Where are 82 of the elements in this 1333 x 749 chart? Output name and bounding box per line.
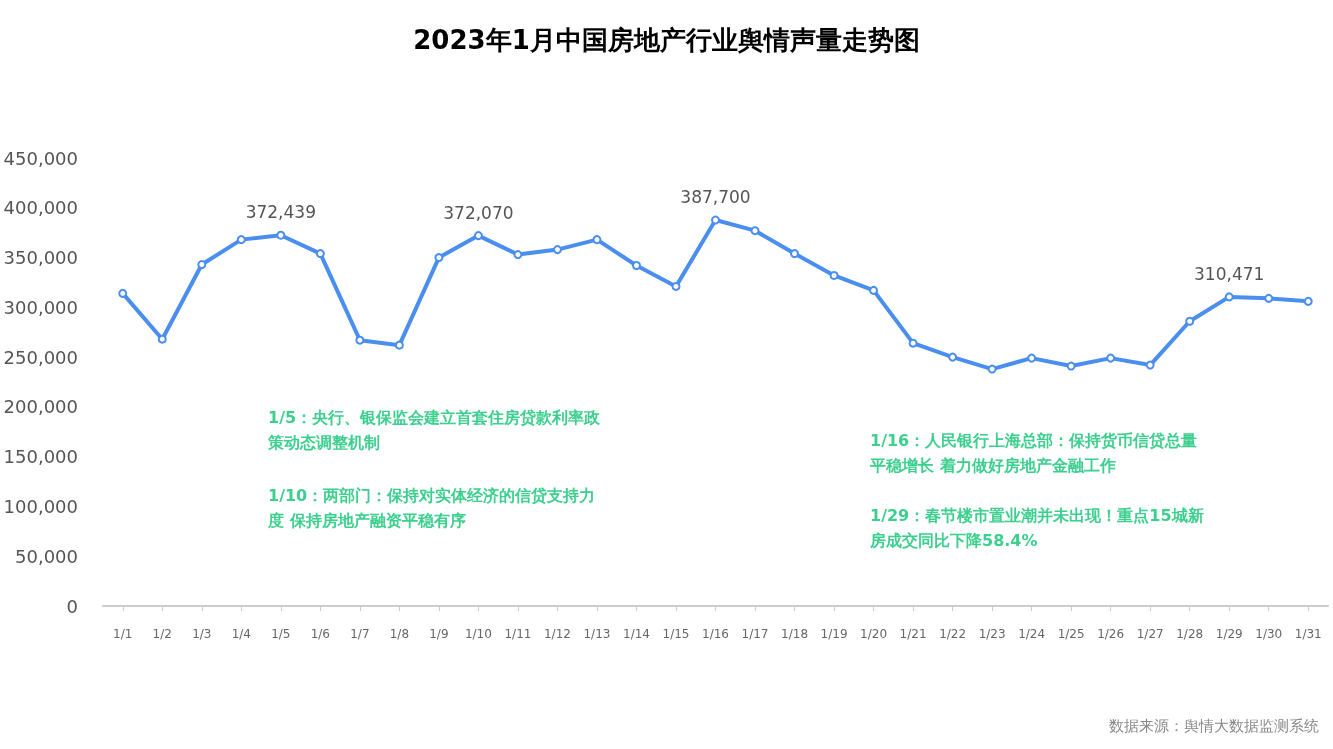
point — [552, 245, 562, 255]
y-tick-label: 200,000 — [3, 396, 78, 418]
point — [434, 253, 444, 263]
x-tick-label: 1/19 — [820, 627, 848, 641]
point — [1106, 353, 1116, 363]
x-tick-label: 1/2 — [152, 627, 172, 641]
point — [1264, 293, 1274, 303]
y-tick-label: 100,000 — [3, 495, 78, 517]
x-tick-label: 1/27 — [1136, 627, 1164, 641]
point — [908, 338, 918, 348]
point — [631, 261, 641, 271]
point — [513, 250, 523, 260]
x-tick-label: 1/6 — [310, 627, 330, 641]
point — [355, 335, 365, 345]
y-tick-label: 150,000 — [3, 446, 78, 468]
x-tick-label: 1/11 — [504, 627, 532, 641]
point — [1027, 353, 1037, 363]
point — [829, 270, 839, 280]
x-tick-label: 1/24 — [1018, 627, 1046, 641]
x-tick-label: 1/3 — [192, 627, 212, 641]
x-tick-label: 1/31 — [1294, 627, 1322, 641]
point — [197, 260, 207, 270]
point — [1145, 360, 1155, 370]
point — [987, 364, 997, 374]
data-label: 372,070 — [443, 202, 514, 223]
x-tick-label: 1/10 — [464, 627, 492, 641]
annotation: 1/16：人民银行上海总部：保持货币信贷总量平稳增长 着力做好房地产金融工作 — [869, 431, 1198, 475]
y-tick-label: 300,000 — [3, 296, 78, 318]
point — [671, 281, 681, 291]
x-tick-label: 1/20 — [860, 627, 888, 641]
data-label: 372,439 — [245, 202, 316, 223]
y-tick-label: 50,000 — [15, 545, 78, 567]
x-tick-label: 1/28 — [1176, 627, 1204, 641]
y-tick-label: 350,000 — [3, 247, 78, 269]
x-tick-label: 1/29 — [1215, 627, 1243, 641]
x-tick-label: 1/13 — [583, 627, 611, 641]
annotation: 1/10：两部门：保持对实体经济的信贷支持力度 保持房地产融资平稳有序 — [267, 486, 596, 530]
x-tick-label: 1/17 — [741, 627, 769, 641]
x-tick-label: 1/30 — [1255, 627, 1283, 641]
x-tick-label: 1/12 — [543, 627, 571, 641]
y-tick-label: 0 — [66, 595, 78, 617]
x-tick-label: 1/5 — [271, 627, 291, 641]
x-tick-label: 1/16 — [702, 627, 729, 641]
x-tick-label: 1/23 — [978, 627, 1006, 641]
point — [1066, 361, 1076, 371]
point — [473, 231, 483, 241]
point — [236, 235, 246, 245]
source-note: 数据来源：舆情大数据监测系统 — [1109, 716, 1319, 735]
x-tick-label: 1/18 — [781, 627, 809, 641]
x-tick-label: 1/25 — [1057, 627, 1085, 641]
point — [394, 340, 404, 350]
point — [869, 285, 879, 295]
point — [1185, 316, 1195, 326]
y-tick-label: 450,000 — [3, 147, 78, 169]
y-tick-label: 250,000 — [3, 346, 78, 368]
x-tick-label: 1/8 — [389, 627, 410, 641]
y-tick-label: 400,000 — [3, 197, 78, 219]
x-tick-label: 1/4 — [231, 627, 251, 641]
annotation: 1/29：春节楼市置业潮并未出现！重点15城新房成交同比下降58.4% — [869, 506, 1204, 550]
data-label: 310,471 — [1194, 263, 1265, 284]
point — [1303, 296, 1313, 306]
point — [315, 249, 325, 259]
x-tick-label: 1/1 — [113, 627, 133, 641]
annotation: 1/5：央行、银保监会建立首套住房贷款利率政策动态调整机制 — [267, 408, 602, 452]
x-tick-label: 1/9 — [429, 627, 449, 641]
point — [790, 249, 800, 259]
point — [1224, 292, 1234, 302]
point — [948, 352, 958, 362]
x-tick-label: 1/21 — [899, 627, 927, 641]
x-tick-label: 1/14 — [622, 627, 650, 641]
point — [750, 226, 760, 236]
point — [711, 215, 720, 225]
x-tick-label: 1/26 — [1097, 627, 1125, 641]
point — [157, 334, 167, 344]
x-tick-label: 1/15 — [662, 627, 690, 641]
data-label: 387,700 — [680, 187, 751, 208]
x-tick-label: 1/22 — [939, 627, 967, 641]
x-tick-label: 1/7 — [350, 627, 370, 641]
point — [276, 230, 286, 240]
point — [592, 235, 602, 245]
chart-title: 2023年1月中国房地产行业舆情声量走势图 — [413, 25, 920, 55]
point — [118, 288, 128, 298]
